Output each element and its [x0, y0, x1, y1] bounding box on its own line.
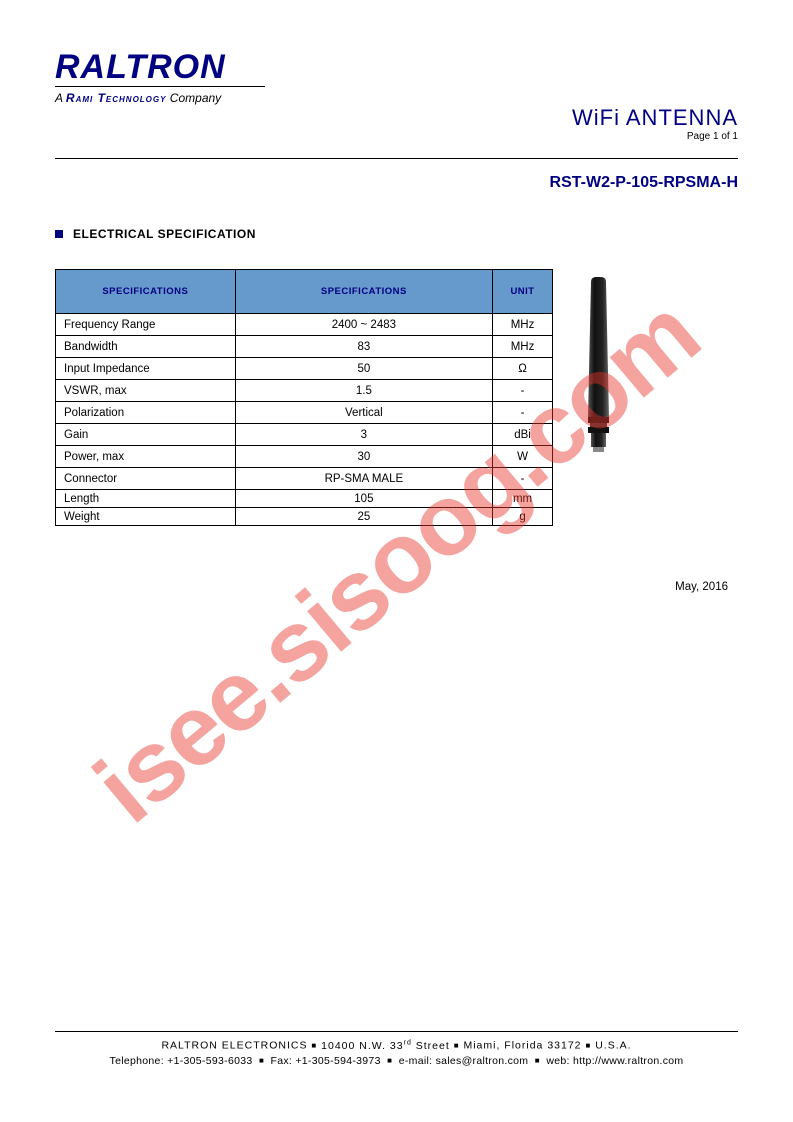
separator-icon: ■: [311, 1040, 317, 1052]
header: RALTRON A Rami Technology Company WiFi A…: [55, 50, 738, 170]
spec-value: 105: [235, 490, 492, 508]
separator-icon: ■: [454, 1040, 460, 1052]
spec-value: 2400 ~ 2483: [235, 314, 492, 336]
footer-line1: RALTRON ELECTRONICS ■ 10400 N.W. 33rd St…: [55, 1038, 738, 1054]
tel-value: +1-305-593-6033: [167, 1055, 252, 1067]
table-row: Frequency Range2400 ~ 2483MHz: [56, 314, 553, 336]
table-row: Length105mm: [56, 490, 553, 508]
logo-tagline: A Rami Technology Company: [55, 91, 265, 105]
antenna-image: [571, 277, 626, 452]
table-row: VSWR, max1.5-: [56, 380, 553, 402]
spec-label: Polarization: [56, 402, 236, 424]
spec-label: Frequency Range: [56, 314, 236, 336]
email-value: sales@raltron.com: [436, 1055, 529, 1067]
tel-label: Telephone:: [110, 1055, 164, 1067]
date-text: May, 2016: [55, 581, 738, 593]
spec-unit: Ω: [493, 358, 553, 380]
spec-label: Length: [56, 490, 236, 508]
title-block: WiFi ANTENNA Page 1 of 1: [572, 105, 738, 142]
spec-label: Power, max: [56, 446, 236, 468]
footer-company: RALTRON ELECTRONICS: [161, 1040, 307, 1052]
spec-unit: W: [493, 446, 553, 468]
spec-value: RP-SMA MALE: [235, 468, 492, 490]
spec-unit: mm: [493, 490, 553, 508]
spec-unit: g: [493, 508, 553, 526]
page-number: Page 1 of 1: [572, 131, 738, 142]
table-row: ConnectorRP-SMA MALE-: [56, 468, 553, 490]
footer-rule: [55, 1031, 738, 1032]
header-rule: [55, 158, 738, 159]
spec-label: Input Impedance: [56, 358, 236, 380]
spec-unit: -: [493, 402, 553, 424]
email-label: e-mail:: [399, 1055, 433, 1067]
col-header-spec2: SPECIFICATIONS: [235, 270, 492, 314]
spec-value: 25: [235, 508, 492, 526]
footer: RALTRON ELECTRONICS ■ 10400 N.W. 33rd St…: [55, 1031, 738, 1070]
spec-unit: MHz: [493, 336, 553, 358]
table-row: Input Impedance50Ω: [56, 358, 553, 380]
spec-value: Vertical: [235, 402, 492, 424]
table-row: Weight25g: [56, 508, 553, 526]
table-row: Power, max30W: [56, 446, 553, 468]
table-row: PolarizationVertical-: [56, 402, 553, 424]
spec-unit: dBi: [493, 424, 553, 446]
spec-label: Bandwidth: [56, 336, 236, 358]
page-container: RALTRON A Rami Technology Company WiFi A…: [55, 50, 738, 1070]
footer-city: Miami, Florida 33172: [463, 1040, 581, 1052]
product-title: WiFi ANTENNA: [572, 105, 738, 131]
col-header-unit: UNIT: [493, 270, 553, 314]
separator-icon: ■: [387, 1055, 392, 1067]
logo: RALTRON A Rami Technology Company: [55, 50, 265, 105]
fax-label: Fax:: [271, 1055, 293, 1067]
col-header-spec1: SPECIFICATIONS: [56, 270, 236, 314]
table-row: Bandwidth83MHz: [56, 336, 553, 358]
spec-unit: -: [493, 468, 553, 490]
footer-line2: Telephone: +1-305-593-6033 ■ Fax: +1-305…: [55, 1054, 738, 1070]
spec-value: 3: [235, 424, 492, 446]
fax-value: +1-305-594-3973: [295, 1055, 380, 1067]
logo-text: RALTRON: [55, 50, 265, 84]
spec-label: Connector: [56, 468, 236, 490]
spec-label: Weight: [56, 508, 236, 526]
separator-icon: ■: [535, 1055, 540, 1067]
separator-icon: ■: [259, 1055, 264, 1067]
spec-value: 50: [235, 358, 492, 380]
spec-value: 1.5: [235, 380, 492, 402]
model-number: RST-W2-P-105-RPSMA-H: [55, 174, 738, 192]
spec-value: 83: [235, 336, 492, 358]
spec-table: SPECIFICATIONS SPECIFICATIONS UNIT Frequ…: [55, 269, 553, 526]
footer-address: 10400 N.W. 33rd Street: [321, 1040, 450, 1052]
footer-country: U.S.A.: [595, 1040, 631, 1052]
tagline-suffix: Company: [166, 91, 221, 105]
tagline-prefix: A: [55, 91, 66, 105]
spec-label: VSWR, max: [56, 380, 236, 402]
spec-label: Gain: [56, 424, 236, 446]
separator-icon: ■: [585, 1040, 591, 1052]
logo-divider: [55, 86, 265, 87]
web-label: web:: [546, 1055, 569, 1067]
web-value: http://www.raltron.com: [573, 1055, 683, 1067]
bullet-icon: [55, 230, 63, 238]
spec-value: 30: [235, 446, 492, 468]
spec-unit: MHz: [493, 314, 553, 336]
table-header-row: SPECIFICATIONS SPECIFICATIONS UNIT: [56, 270, 553, 314]
content-row: SPECIFICATIONS SPECIFICATIONS UNIT Frequ…: [55, 269, 738, 526]
section-heading: ELECTRICAL SPECIFICATION: [55, 227, 738, 241]
section-title-text: ELECTRICAL SPECIFICATION: [73, 227, 256, 241]
spec-unit: -: [493, 380, 553, 402]
tagline-brand: Rami Technology: [66, 91, 167, 105]
table-row: Gain3dBi: [56, 424, 553, 446]
